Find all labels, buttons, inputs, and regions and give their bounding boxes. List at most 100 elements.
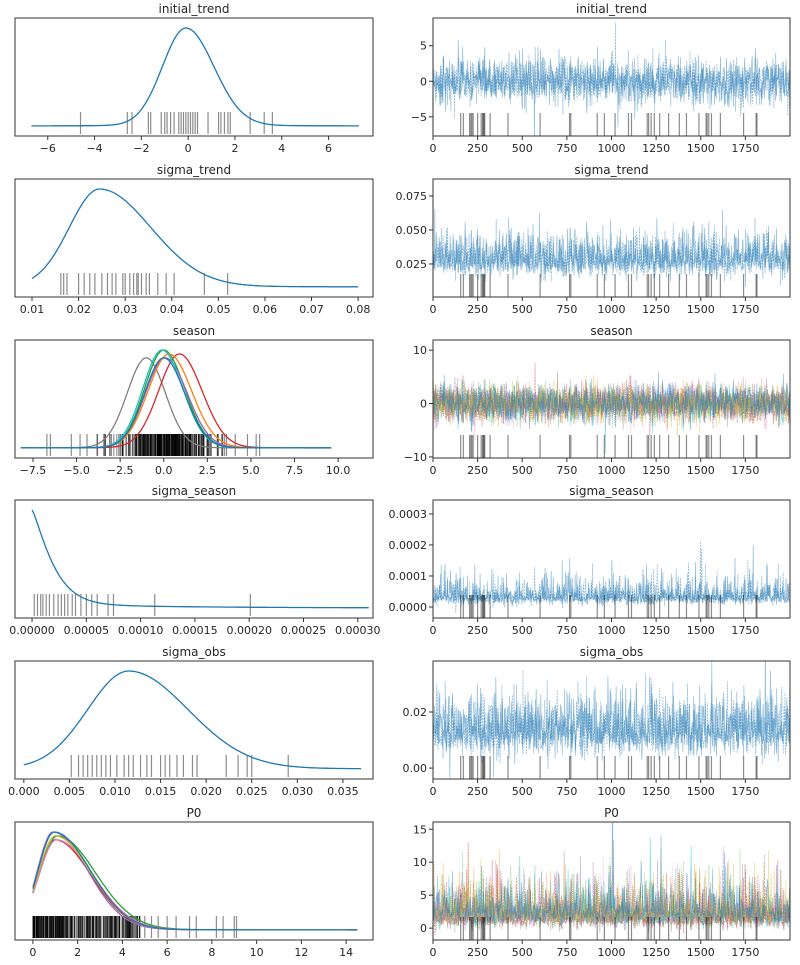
kde-title: season — [173, 324, 215, 338]
kde-axes-frame — [14, 178, 374, 298]
x-tick-label: 0.00020 — [226, 624, 272, 637]
x-tick-label: 0 — [185, 142, 192, 155]
x-tick-label: 500 — [512, 464, 533, 477]
kde-title: initial_trend — [159, 2, 230, 16]
y-tick-label: 5 — [420, 40, 427, 53]
x-tick-label: 6 — [325, 142, 332, 155]
x-tick-label: 1500 — [687, 785, 715, 798]
x-tick-label: 1500 — [687, 946, 715, 959]
y-tick-label: −10 — [404, 451, 427, 464]
y-tick-label: 0.02 — [403, 706, 428, 719]
x-tick-label: 250 — [467, 946, 488, 959]
x-tick-label: 250 — [467, 142, 488, 155]
x-tick-label: 0.000 — [8, 785, 40, 798]
x-tick-label: 0.020 — [190, 785, 222, 798]
x-tick-label: −7.5 — [20, 464, 47, 477]
y-tick-label: 0.00 — [403, 762, 428, 775]
kde-axes-frame — [14, 660, 374, 780]
x-tick-label: 250 — [467, 624, 488, 637]
x-tick-label: 1500 — [687, 624, 715, 637]
x-tick-label: 1250 — [642, 785, 670, 798]
trace-title: season — [590, 324, 632, 338]
x-tick-label: 500 — [512, 142, 533, 155]
x-tick-label: 0 — [29, 946, 36, 959]
x-tick-label: 12 — [294, 946, 308, 959]
kde-line — [20, 357, 332, 449]
x-tick-label: −5.0 — [63, 464, 90, 477]
y-tick-label: 0.0000 — [389, 601, 428, 614]
x-tick-label: −4 — [86, 142, 102, 155]
x-tick-label: 10.0 — [326, 464, 351, 477]
x-tick-label: 0 — [430, 303, 437, 316]
kde-panel-sigma_trend: sigma_trend 0.01 0.02 0.03 0.04 0.05 0.06 0.07 0… — [14, 163, 374, 316]
x-tick-label: 500 — [512, 785, 533, 798]
x-tick-label: 1250 — [642, 464, 670, 477]
x-tick-label: 0.06 — [253, 303, 278, 316]
x-tick-label: 0.00025 — [281, 624, 327, 637]
trace-line — [433, 822, 790, 928]
x-tick-label: 0 — [430, 464, 437, 477]
trace-title: P0 — [604, 806, 619, 820]
trace-title: sigma_trend — [574, 163, 648, 177]
y-tick-label: 0.0002 — [389, 539, 428, 552]
x-tick-label: 1500 — [687, 303, 715, 316]
y-tick-label: 5 — [420, 889, 427, 902]
x-tick-label: 0.00005 — [64, 624, 110, 637]
x-tick-label: 1750 — [731, 946, 759, 959]
y-tick-label: 0.0001 — [389, 570, 428, 583]
y-tick-label: −5 — [411, 111, 427, 124]
x-tick-label: 2 — [74, 946, 81, 959]
kde-panel-initial_trend: initial_trend −6 −4 −2 0 2 4 6 — [14, 2, 374, 155]
y-tick-label: 0.050 — [396, 224, 428, 237]
kde-axes-frame — [14, 339, 374, 459]
trace-title: sigma_obs — [580, 645, 643, 659]
kde-title: sigma_obs — [162, 645, 225, 659]
x-tick-label: 0.05 — [206, 303, 231, 316]
x-tick-label: 0.04 — [160, 303, 185, 316]
x-tick-label: 1500 — [687, 464, 715, 477]
kde-panel-sigma_obs: sigma_obs 0.000 0.005 0.010 0.015 0.020 0.025 0… — [8, 645, 374, 798]
x-tick-label: 250 — [467, 464, 488, 477]
x-tick-label: 5.0 — [242, 464, 260, 477]
x-tick-label: 0.005 — [54, 785, 86, 798]
kde-line — [31, 509, 369, 609]
kde-title: P0 — [187, 806, 202, 820]
x-tick-label: 750 — [556, 785, 577, 798]
x-tick-label: 0.03 — [113, 303, 138, 316]
y-tick-label: 0.075 — [396, 190, 428, 203]
kde-line — [20, 349, 332, 449]
x-tick-label: −2.5 — [107, 464, 134, 477]
kde-axes-frame — [14, 499, 374, 619]
x-tick-label: 750 — [556, 624, 577, 637]
x-tick-label: 250 — [467, 785, 488, 798]
kde-title: sigma_trend — [157, 163, 231, 177]
x-tick-label: 1750 — [731, 464, 759, 477]
kde-line — [32, 835, 358, 931]
x-tick-label: 0 — [430, 624, 437, 637]
kde-axes-frame — [14, 821, 374, 941]
trace-line — [433, 372, 790, 432]
y-tick-label: 0 — [420, 398, 427, 411]
x-tick-label: 0.08 — [346, 303, 371, 316]
y-tick-label: 15 — [413, 823, 427, 836]
trace-line — [433, 217, 790, 286]
trace-line — [433, 544, 790, 609]
x-tick-label: 1750 — [731, 785, 759, 798]
trace-line — [433, 669, 790, 765]
x-tick-label: 0.07 — [299, 303, 324, 316]
trace-line — [433, 375, 790, 434]
y-tick-label: 10 — [413, 856, 427, 869]
x-tick-label: 0 — [430, 142, 437, 155]
x-tick-label: 500 — [512, 303, 533, 316]
x-tick-label: 0 — [430, 946, 437, 959]
kde-panel-sigma_season: sigma_season 0.00000 0.00005 0.00010 0.00015… — [9, 484, 380, 637]
x-tick-label: 1000 — [598, 142, 626, 155]
trace-line — [433, 377, 790, 437]
trace-title: sigma_season — [569, 484, 653, 498]
x-tick-label: 0.030 — [282, 785, 314, 798]
x-tick-label: 8 — [208, 946, 215, 959]
kde-line — [32, 831, 358, 931]
kde-line — [31, 188, 359, 288]
x-tick-label: 1250 — [642, 142, 670, 155]
